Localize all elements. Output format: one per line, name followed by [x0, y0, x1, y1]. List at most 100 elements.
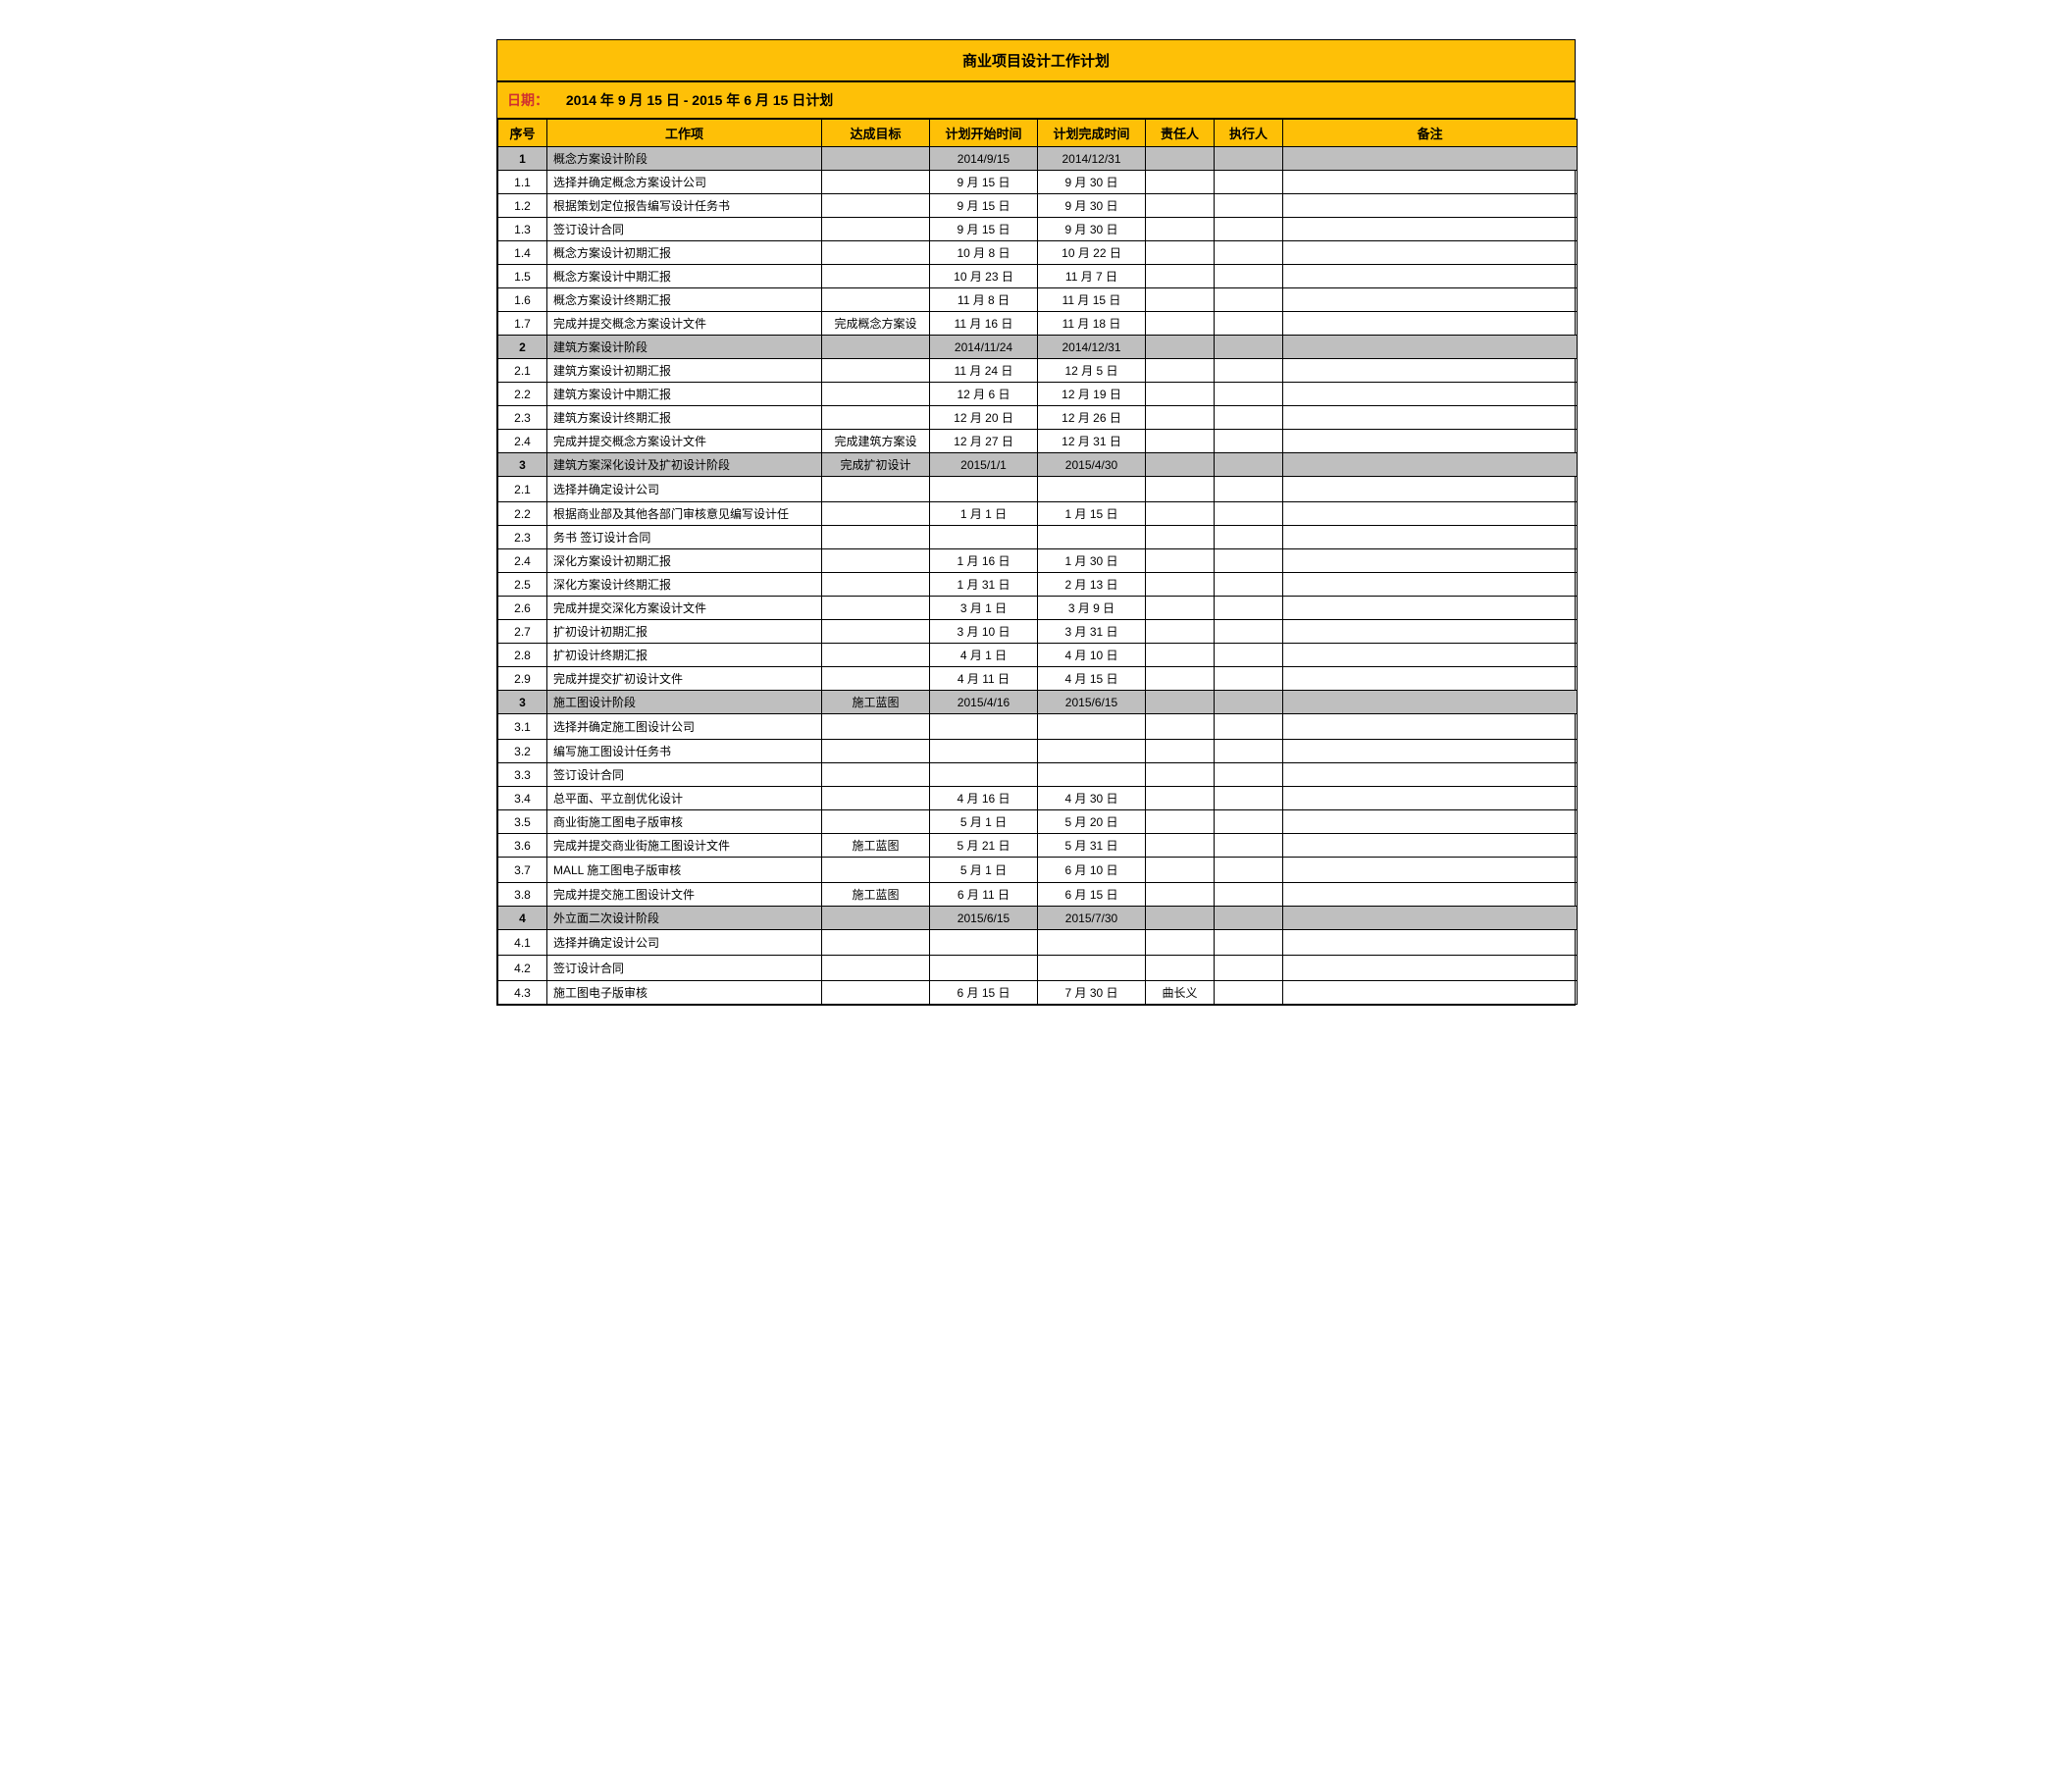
cell-seq: 1.3	[498, 218, 547, 241]
table-row: 2.7扩初设计初期汇报3 月 10 日3 月 31 日	[498, 620, 1578, 644]
plan-container: 商业项目设计工作计划 日期： 2014 年 9 月 15 日 - 2015 年 …	[496, 39, 1576, 1006]
cell-end	[1038, 477, 1146, 502]
cell-end	[1038, 526, 1146, 549]
cell-end: 2014/12/31	[1038, 147, 1146, 171]
cell-note	[1283, 667, 1578, 691]
cell-seq: 4	[498, 907, 547, 930]
cell-owner	[1146, 787, 1215, 810]
cell-end	[1038, 714, 1146, 740]
cell-start	[930, 763, 1038, 787]
cell-goal	[822, 667, 930, 691]
header-row: 序号 工作项 达成目标 计划开始时间 计划完成时间 责任人 执行人 备注	[498, 120, 1578, 147]
cell-owner	[1146, 714, 1215, 740]
cell-exec	[1215, 858, 1283, 883]
cell-goal	[822, 359, 930, 383]
table-row: 2.3建筑方案设计终期汇报12 月 20 日12 月 26 日	[498, 406, 1578, 430]
cell-start: 5 月 21 日	[930, 834, 1038, 858]
cell-task: 选择并确定设计公司	[547, 930, 822, 956]
cell-task: 完成并提交深化方案设计文件	[547, 597, 822, 620]
cell-start: 5 月 1 日	[930, 858, 1038, 883]
table-row: 2.1建筑方案设计初期汇报11 月 24 日12 月 5 日	[498, 359, 1578, 383]
cell-exec	[1215, 907, 1283, 930]
cell-note	[1283, 288, 1578, 312]
cell-task: 完成并提交商业街施工图设计文件	[547, 834, 822, 858]
cell-task: MALL 施工图电子版审核	[547, 858, 822, 883]
cell-exec	[1215, 171, 1283, 194]
cell-goal	[822, 787, 930, 810]
cell-seq: 3.7	[498, 858, 547, 883]
cell-end	[1038, 740, 1146, 763]
cell-task: 商业街施工图电子版审核	[547, 810, 822, 834]
cell-note	[1283, 620, 1578, 644]
cell-owner	[1146, 667, 1215, 691]
cell-start: 2014/11/24	[930, 336, 1038, 359]
section-row: 4外立面二次设计阶段2015/6/152015/7/30	[498, 907, 1578, 930]
cell-goal	[822, 477, 930, 502]
cell-start	[930, 714, 1038, 740]
cell-task: 深化方案设计初期汇报	[547, 549, 822, 573]
cell-start: 2015/6/15	[930, 907, 1038, 930]
cell-note	[1283, 147, 1578, 171]
cell-goal	[822, 383, 930, 406]
cell-owner	[1146, 907, 1215, 930]
cell-note	[1283, 477, 1578, 502]
cell-start: 9 月 15 日	[930, 194, 1038, 218]
col-end: 计划完成时间	[1038, 120, 1146, 147]
table-row: 1.1选择并确定概念方案设计公司9 月 15 日9 月 30 日	[498, 171, 1578, 194]
cell-start: 2015/4/16	[930, 691, 1038, 714]
title-bar: 商业项目设计工作计划	[497, 40, 1575, 82]
cell-task: 建筑方案深化设计及扩初设计阶段	[547, 453, 822, 477]
cell-exec	[1215, 241, 1283, 265]
cell-end: 11 月 15 日	[1038, 288, 1146, 312]
cell-seq: 1.6	[498, 288, 547, 312]
cell-seq: 2.7	[498, 620, 547, 644]
cell-exec	[1215, 810, 1283, 834]
cell-exec	[1215, 930, 1283, 956]
cell-end: 12 月 19 日	[1038, 383, 1146, 406]
cell-goal	[822, 981, 930, 1005]
col-exec: 执行人	[1215, 120, 1283, 147]
table-row: 2.9完成并提交扩初设计文件4 月 11 日4 月 15 日	[498, 667, 1578, 691]
cell-end: 1 月 15 日	[1038, 502, 1146, 526]
cell-task: 完成并提交扩初设计文件	[547, 667, 822, 691]
cell-start	[930, 526, 1038, 549]
cell-exec	[1215, 336, 1283, 359]
cell-start	[930, 740, 1038, 763]
col-owner: 责任人	[1146, 120, 1215, 147]
plan-table: 序号 工作项 达成目标 计划开始时间 计划完成时间 责任人 执行人 备注 1概念…	[497, 119, 1578, 1005]
cell-goal	[822, 714, 930, 740]
cell-note	[1283, 597, 1578, 620]
cell-owner	[1146, 406, 1215, 430]
cell-exec	[1215, 147, 1283, 171]
cell-task: 选择并确定设计公司	[547, 477, 822, 502]
cell-note	[1283, 691, 1578, 714]
cell-owner	[1146, 740, 1215, 763]
cell-note	[1283, 787, 1578, 810]
cell-goal	[822, 288, 930, 312]
cell-owner	[1146, 359, 1215, 383]
cell-start: 1 月 16 日	[930, 549, 1038, 573]
section-row: 1概念方案设计阶段2014/9/152014/12/31	[498, 147, 1578, 171]
cell-seq: 3.2	[498, 740, 547, 763]
cell-end: 1 月 30 日	[1038, 549, 1146, 573]
cell-exec	[1215, 383, 1283, 406]
cell-start: 9 月 15 日	[930, 171, 1038, 194]
cell-exec	[1215, 549, 1283, 573]
cell-task: 总平面、平立剖优化设计	[547, 787, 822, 810]
cell-owner	[1146, 241, 1215, 265]
cell-seq: 2.8	[498, 644, 547, 667]
cell-task: 签订设计合同	[547, 218, 822, 241]
cell-owner	[1146, 383, 1215, 406]
cell-start: 10 月 8 日	[930, 241, 1038, 265]
cell-task: 完成并提交概念方案设计文件	[547, 312, 822, 336]
cell-goal: 完成概念方案设	[822, 312, 930, 336]
cell-end: 9 月 30 日	[1038, 171, 1146, 194]
cell-goal	[822, 406, 930, 430]
table-row: 3.2编写施工图设计任务书	[498, 740, 1578, 763]
cell-end: 5 月 20 日	[1038, 810, 1146, 834]
cell-exec	[1215, 667, 1283, 691]
cell-start: 11 月 16 日	[930, 312, 1038, 336]
cell-goal	[822, 241, 930, 265]
cell-seq: 4.1	[498, 930, 547, 956]
table-row: 2.2根据商业部及其他各部门审核意见编写设计任1 月 1 日1 月 15 日	[498, 502, 1578, 526]
